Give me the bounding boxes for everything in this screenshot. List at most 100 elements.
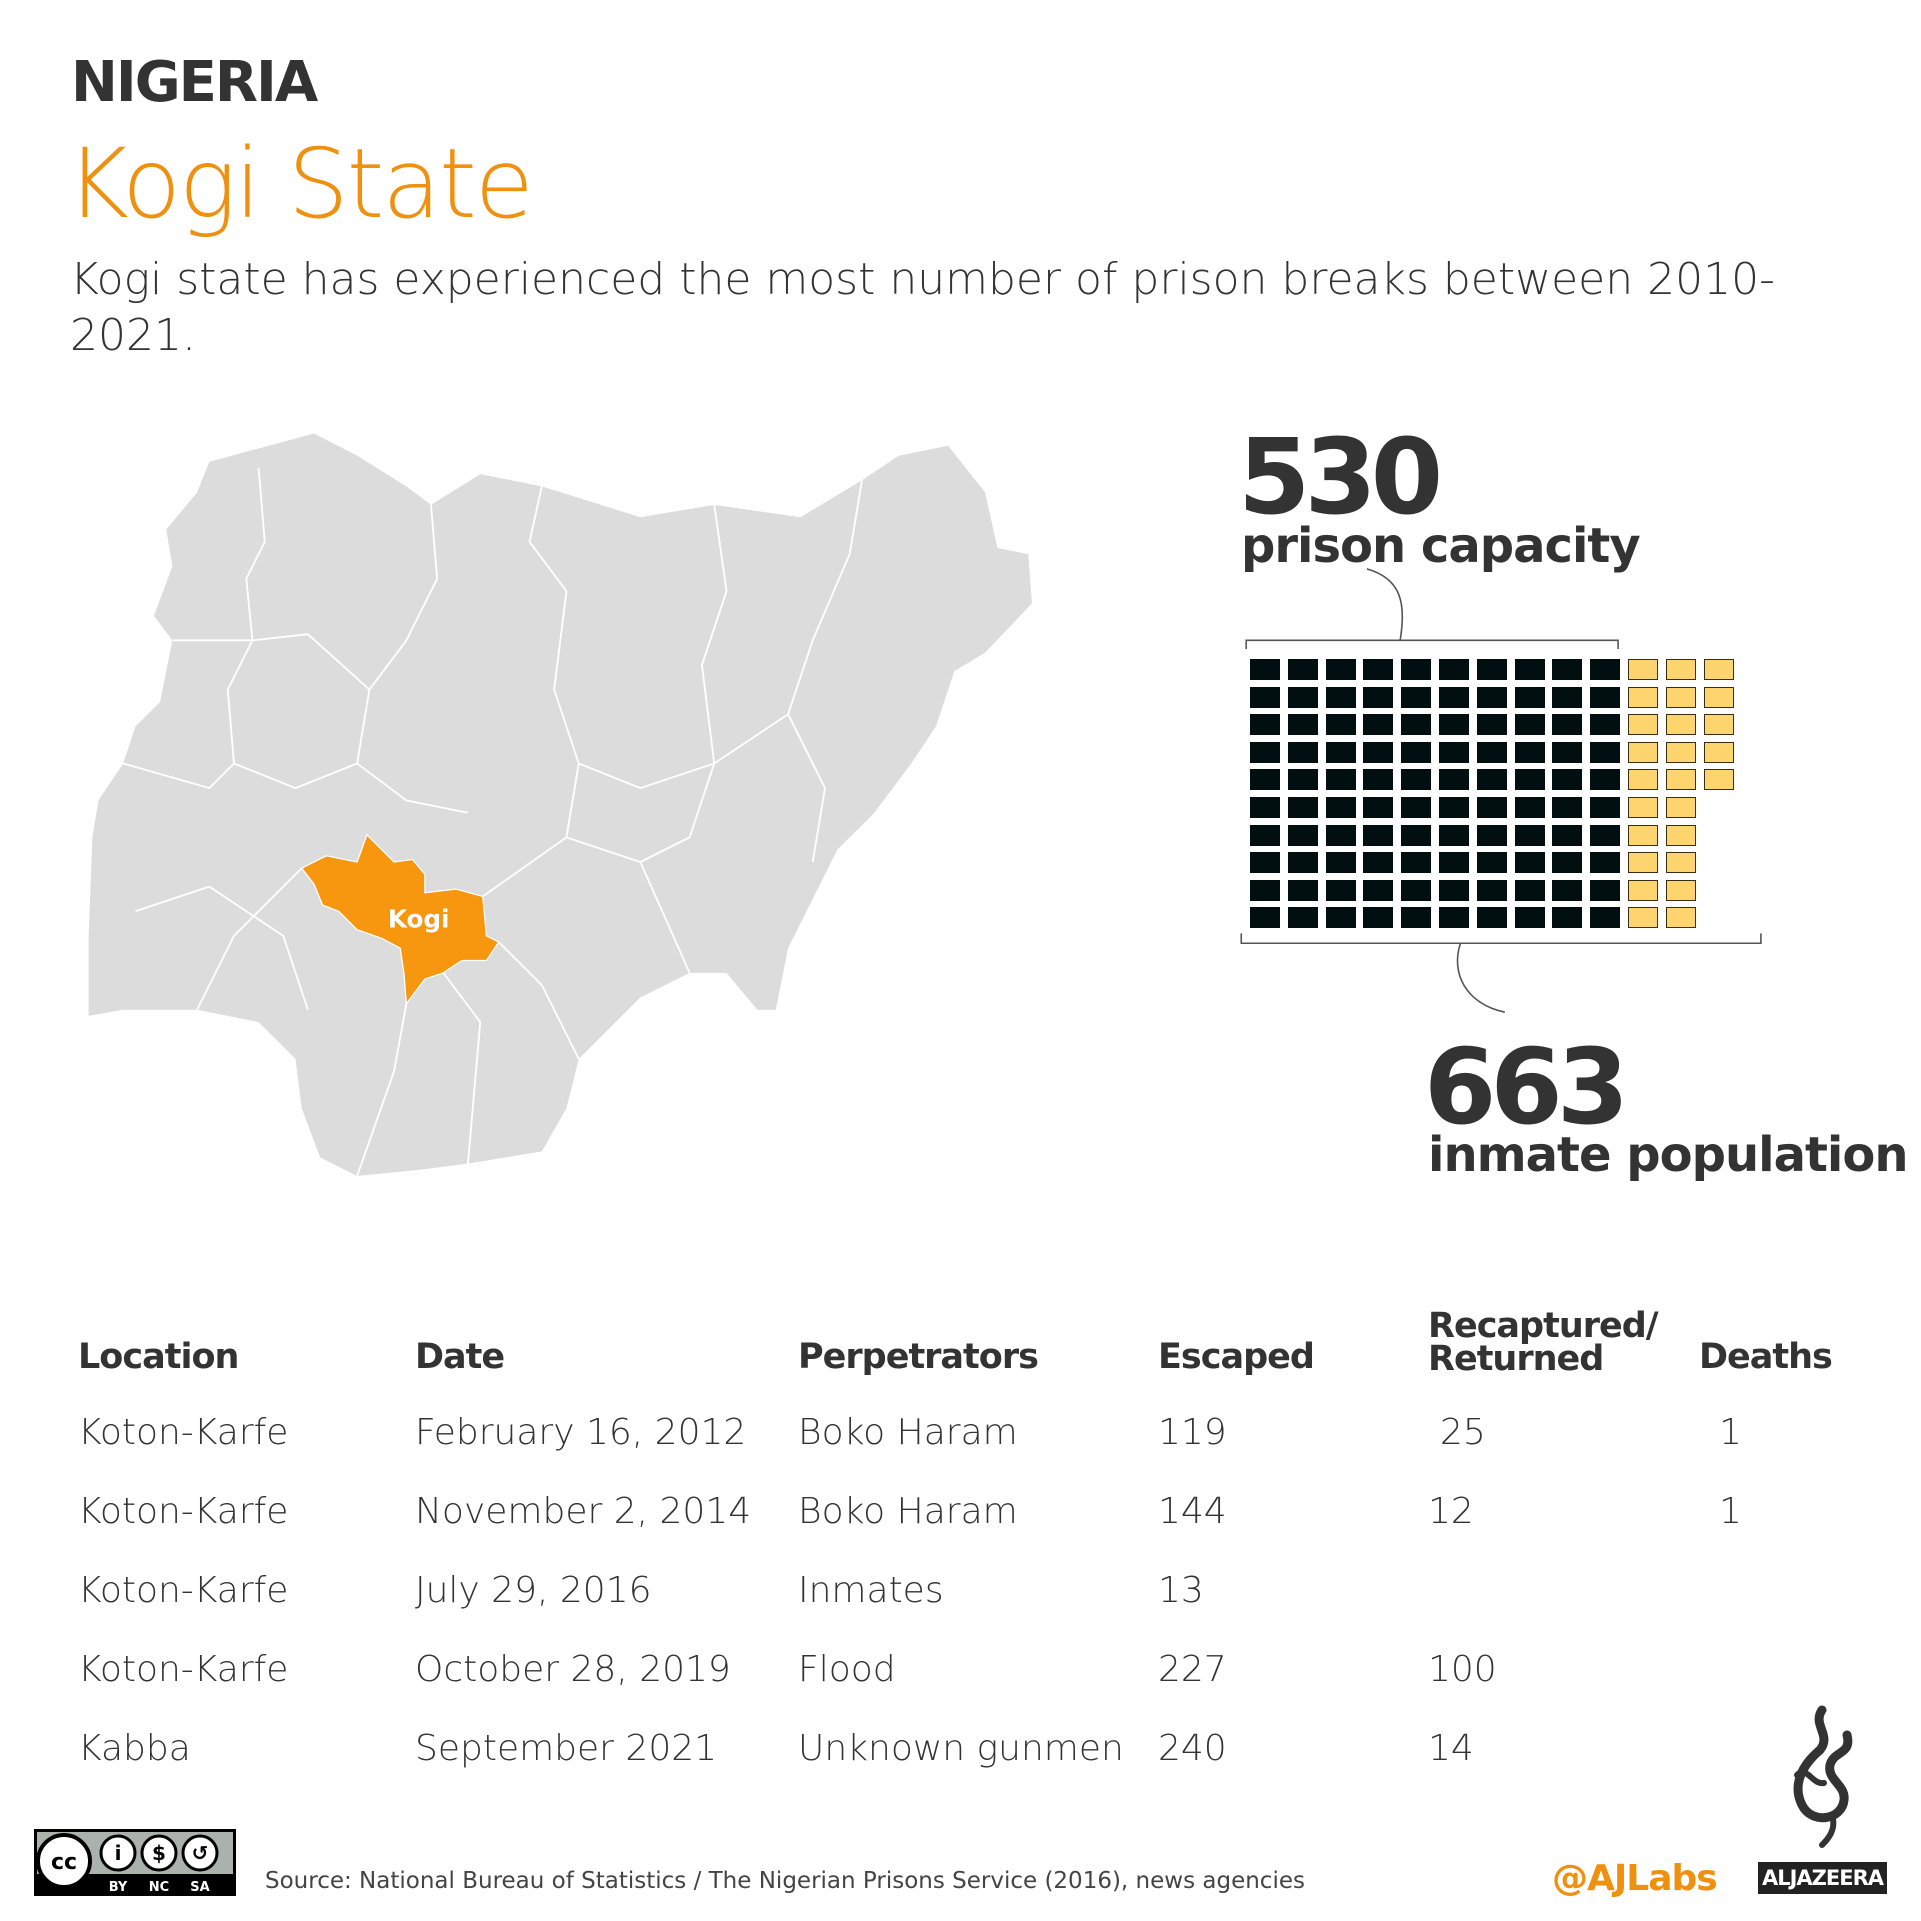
population-bracket — [1240, 933, 1762, 945]
waffle-square-capacity — [1250, 824, 1280, 846]
waffle-square-capacity — [1439, 824, 1469, 846]
waffle-square-capacity — [1476, 824, 1507, 846]
svg-text:SA: SA — [190, 1880, 209, 1895]
capacity-bracket — [1245, 639, 1619, 649]
waffle-square-capacity — [1552, 797, 1583, 818]
table-header: Perpetrators — [798, 1337, 1039, 1377]
table-cell: 12 — [1428, 1491, 1474, 1532]
waffle-square-capacity — [1325, 741, 1356, 763]
table-cell: Boko Haram — [798, 1491, 1018, 1532]
waffle-square-capacity — [1250, 797, 1280, 818]
waffle-square-capacity — [1552, 741, 1583, 763]
waffle-square-capacity — [1590, 824, 1621, 846]
waffle-square-capacity — [1401, 907, 1432, 929]
table-cell: 119 — [1158, 1412, 1227, 1453]
waffle-square-capacity — [1552, 714, 1583, 736]
waffle-square-capacity — [1552, 686, 1583, 708]
waffle-square-capacity — [1287, 769, 1318, 791]
waffle-square-overflow — [1665, 824, 1696, 846]
waffle-square-overflow — [1703, 659, 1734, 680]
table-cell: Koton-Karfe — [78, 1491, 289, 1532]
waffle-square-overflow — [1628, 686, 1658, 708]
waffle-square-capacity — [1287, 852, 1318, 874]
cc-icon — [36, 1833, 92, 1889]
waffle-square-capacity — [1476, 741, 1507, 763]
waffle-square-capacity — [1476, 659, 1507, 680]
table-cell: September 2021 — [415, 1728, 718, 1769]
table-cell: Boko Haram — [798, 1412, 1018, 1453]
waffle-square-capacity — [1325, 824, 1356, 846]
table-cell: 1 — [1719, 1412, 1742, 1453]
table-cell: 1 — [1719, 1491, 1742, 1532]
waffle-square-capacity — [1363, 769, 1394, 791]
waffle-square-capacity — [1287, 907, 1318, 929]
table-cell: Koton-Karfe — [78, 1570, 289, 1611]
table-cell: 13 — [1158, 1570, 1204, 1611]
waffle-square-capacity — [1476, 879, 1507, 901]
waffle-square-capacity — [1590, 879, 1621, 901]
waffle-square-overflow — [1628, 907, 1658, 929]
waffle-square-capacity — [1439, 797, 1469, 818]
waffle-square-capacity — [1439, 659, 1469, 680]
waffle-square-capacity — [1250, 714, 1280, 736]
waffle-square-capacity — [1552, 879, 1583, 901]
waffle-square-capacity — [1552, 769, 1583, 791]
waffle-square-capacity — [1476, 797, 1507, 818]
waffle-square-capacity — [1590, 907, 1621, 929]
waffle-square-overflow — [1628, 741, 1658, 763]
waffle-square-capacity — [1250, 769, 1280, 791]
waffle-square-capacity — [1590, 686, 1621, 708]
table-cell: 227 — [1158, 1649, 1227, 1690]
table-header: Escaped — [1158, 1337, 1315, 1377]
waffle-square-capacity — [1250, 741, 1280, 763]
waffle-square-overflow — [1703, 741, 1734, 763]
table-cell: Unknown gunmen — [798, 1728, 1124, 1769]
waffle-square-capacity — [1401, 686, 1432, 708]
state-title: Kogi State — [66, 128, 534, 240]
waffle-square-overflow — [1665, 741, 1696, 763]
waffle-square-capacity — [1401, 852, 1432, 874]
waffle-square-capacity — [1363, 659, 1394, 680]
waffle-square-capacity — [1476, 686, 1507, 708]
waffle-square-capacity — [1401, 714, 1432, 736]
waffle-square-overflow — [1703, 714, 1734, 736]
waffle-square-capacity — [1401, 741, 1432, 763]
waffle-square-capacity — [1325, 797, 1356, 818]
waffle-square-capacity — [1439, 686, 1469, 708]
waffle-square-capacity — [1401, 659, 1432, 680]
waffle-square-capacity — [1287, 797, 1318, 818]
waffle-square-capacity — [1590, 741, 1621, 763]
waffle-square-capacity — [1476, 769, 1507, 791]
by-icon — [99, 1834, 137, 1872]
waffle-square-capacity — [1287, 686, 1318, 708]
waffle-square-capacity — [1590, 769, 1621, 791]
aljazeera-wordmark: ALJAZEERA — [1758, 1862, 1887, 1894]
waffle-square-capacity — [1552, 907, 1583, 929]
table-cell: 14 — [1428, 1728, 1474, 1769]
waffle-square-capacity — [1514, 824, 1545, 846]
table-cell: 100 — [1428, 1649, 1497, 1690]
waffle-square-capacity — [1325, 852, 1356, 874]
waffle-square-capacity — [1514, 879, 1545, 901]
table-header: Deaths — [1699, 1337, 1833, 1377]
waffle-square-capacity — [1250, 907, 1280, 929]
waffle-square-capacity — [1514, 907, 1545, 929]
svg-text:i: i — [115, 1841, 122, 1865]
waffle-square-capacity — [1439, 879, 1469, 901]
waffle-square-capacity — [1590, 659, 1621, 680]
waffle-square-capacity — [1401, 824, 1432, 846]
waffle-square-overflow — [1628, 769, 1658, 791]
waffle-square-capacity — [1363, 741, 1394, 763]
population-label: inmate population — [1428, 1127, 1908, 1183]
table-header: Date — [415, 1337, 505, 1377]
waffle-square-capacity — [1514, 797, 1545, 818]
waffle-square-capacity — [1552, 659, 1583, 680]
waffle-square-capacity — [1363, 797, 1394, 818]
waffle-square-capacity — [1325, 659, 1356, 680]
waffle-square-capacity — [1325, 769, 1356, 791]
waffle-square-capacity — [1476, 714, 1507, 736]
waffle-square-capacity — [1250, 879, 1280, 901]
waffle-square-overflow — [1703, 769, 1734, 791]
table-cell: Koton-Karfe — [78, 1649, 289, 1690]
waffle-square-capacity — [1514, 769, 1545, 791]
